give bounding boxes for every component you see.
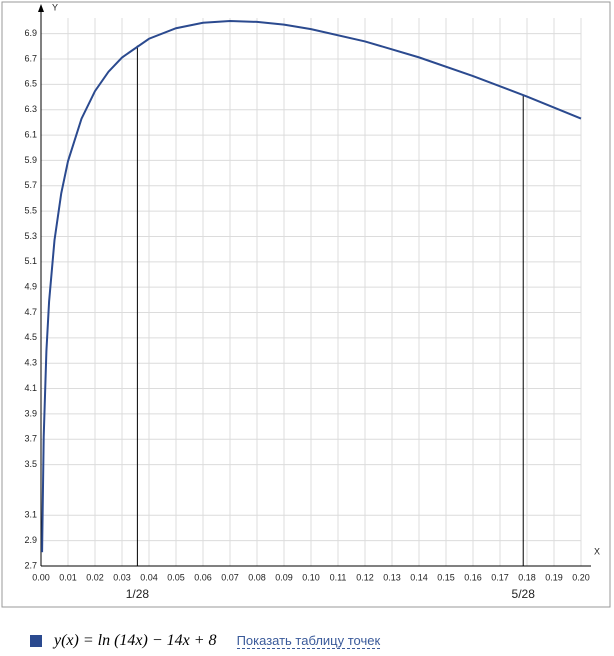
x-axis-label: X (594, 546, 600, 556)
y-tick-label: 4.7 (24, 307, 37, 317)
series-line (41, 19, 582, 553)
y-tick-label: 6.9 (24, 28, 37, 38)
x-tick-label: 0.13 (383, 572, 401, 582)
x-tick-label: 0.07 (221, 572, 239, 582)
x-tick-label: 0.02 (86, 572, 104, 582)
y-tick-label: 5.3 (24, 231, 37, 241)
x-tick-label: 0.17 (491, 572, 509, 582)
annotation-label: 5/28 (512, 587, 536, 601)
y-tick-label: 6.1 (24, 129, 37, 139)
y-axis-arrow (38, 4, 44, 12)
x-tick-label: 0.16 (464, 572, 482, 582)
y-tick-label: 5.9 (24, 155, 37, 165)
x-tick-label: 0.08 (248, 572, 266, 582)
show-table-link[interactable]: Показать таблицу точек (236, 633, 381, 649)
y-tick-label: 3.5 (24, 459, 37, 469)
x-tick-label: 0.00 (32, 572, 50, 582)
x-tick-label: 0.09 (275, 572, 293, 582)
y-tick-label: 2.9 (24, 535, 37, 545)
y-tick-label: 5.1 (24, 256, 37, 266)
y-tick-label: 4.3 (24, 358, 37, 368)
x-tick-label: 0.01 (59, 572, 77, 582)
y-tick-label: 5.5 (24, 205, 37, 215)
y-tick-label: 6.3 (24, 104, 37, 114)
chart: Y X 0.00 0.01 0.02 0.03 0.04 0.05 0.06 0.07 0.08… (1, 1, 611, 608)
y-tick-label: 4.5 (24, 332, 37, 342)
y-tick-label: 3.9 (24, 408, 37, 418)
frame (1, 1, 611, 608)
legend-label: y(x) = ln (14x) − 14x + 8 (54, 632, 217, 649)
x-tick-label: 0.20 (572, 572, 590, 582)
y-axis-label: Y (52, 2, 58, 12)
x-tick-label: 0.05 (167, 572, 185, 582)
y-tick-label: 6.7 (24, 53, 37, 63)
x-tick-label: 0.18 (518, 572, 536, 582)
x-tick-label: 0.03 (113, 572, 131, 582)
y-tick-label: 2.7 (24, 560, 37, 570)
y-tick-label: 4.9 (24, 282, 37, 292)
y-tick-label: 3.7 (24, 434, 37, 444)
legend-swatch (30, 635, 42, 647)
x-tick-label: 0.10 (302, 572, 320, 582)
legend: y(x) = ln (14x) − 14x + 8 Показать табли… (30, 632, 381, 650)
x-tick-label: 0.15 (437, 572, 455, 582)
y-tick-label: 6.5 (24, 79, 37, 89)
x-tick-label: 0.04 (140, 572, 158, 582)
x-tick-label: 0.14 (410, 572, 428, 582)
x-tick-label: 0.19 (545, 572, 563, 582)
x-tick-label: 0.11 (330, 572, 347, 582)
y-tick-label: 5.7 (24, 180, 37, 190)
x-tick-label: 0.06 (194, 572, 212, 582)
y-tick-label: 4.1 (24, 383, 37, 393)
y-tick-label: 3.1 (24, 510, 37, 520)
x-tick-label: 0.12 (356, 572, 374, 582)
annotation-label: 1/28 (126, 587, 150, 601)
